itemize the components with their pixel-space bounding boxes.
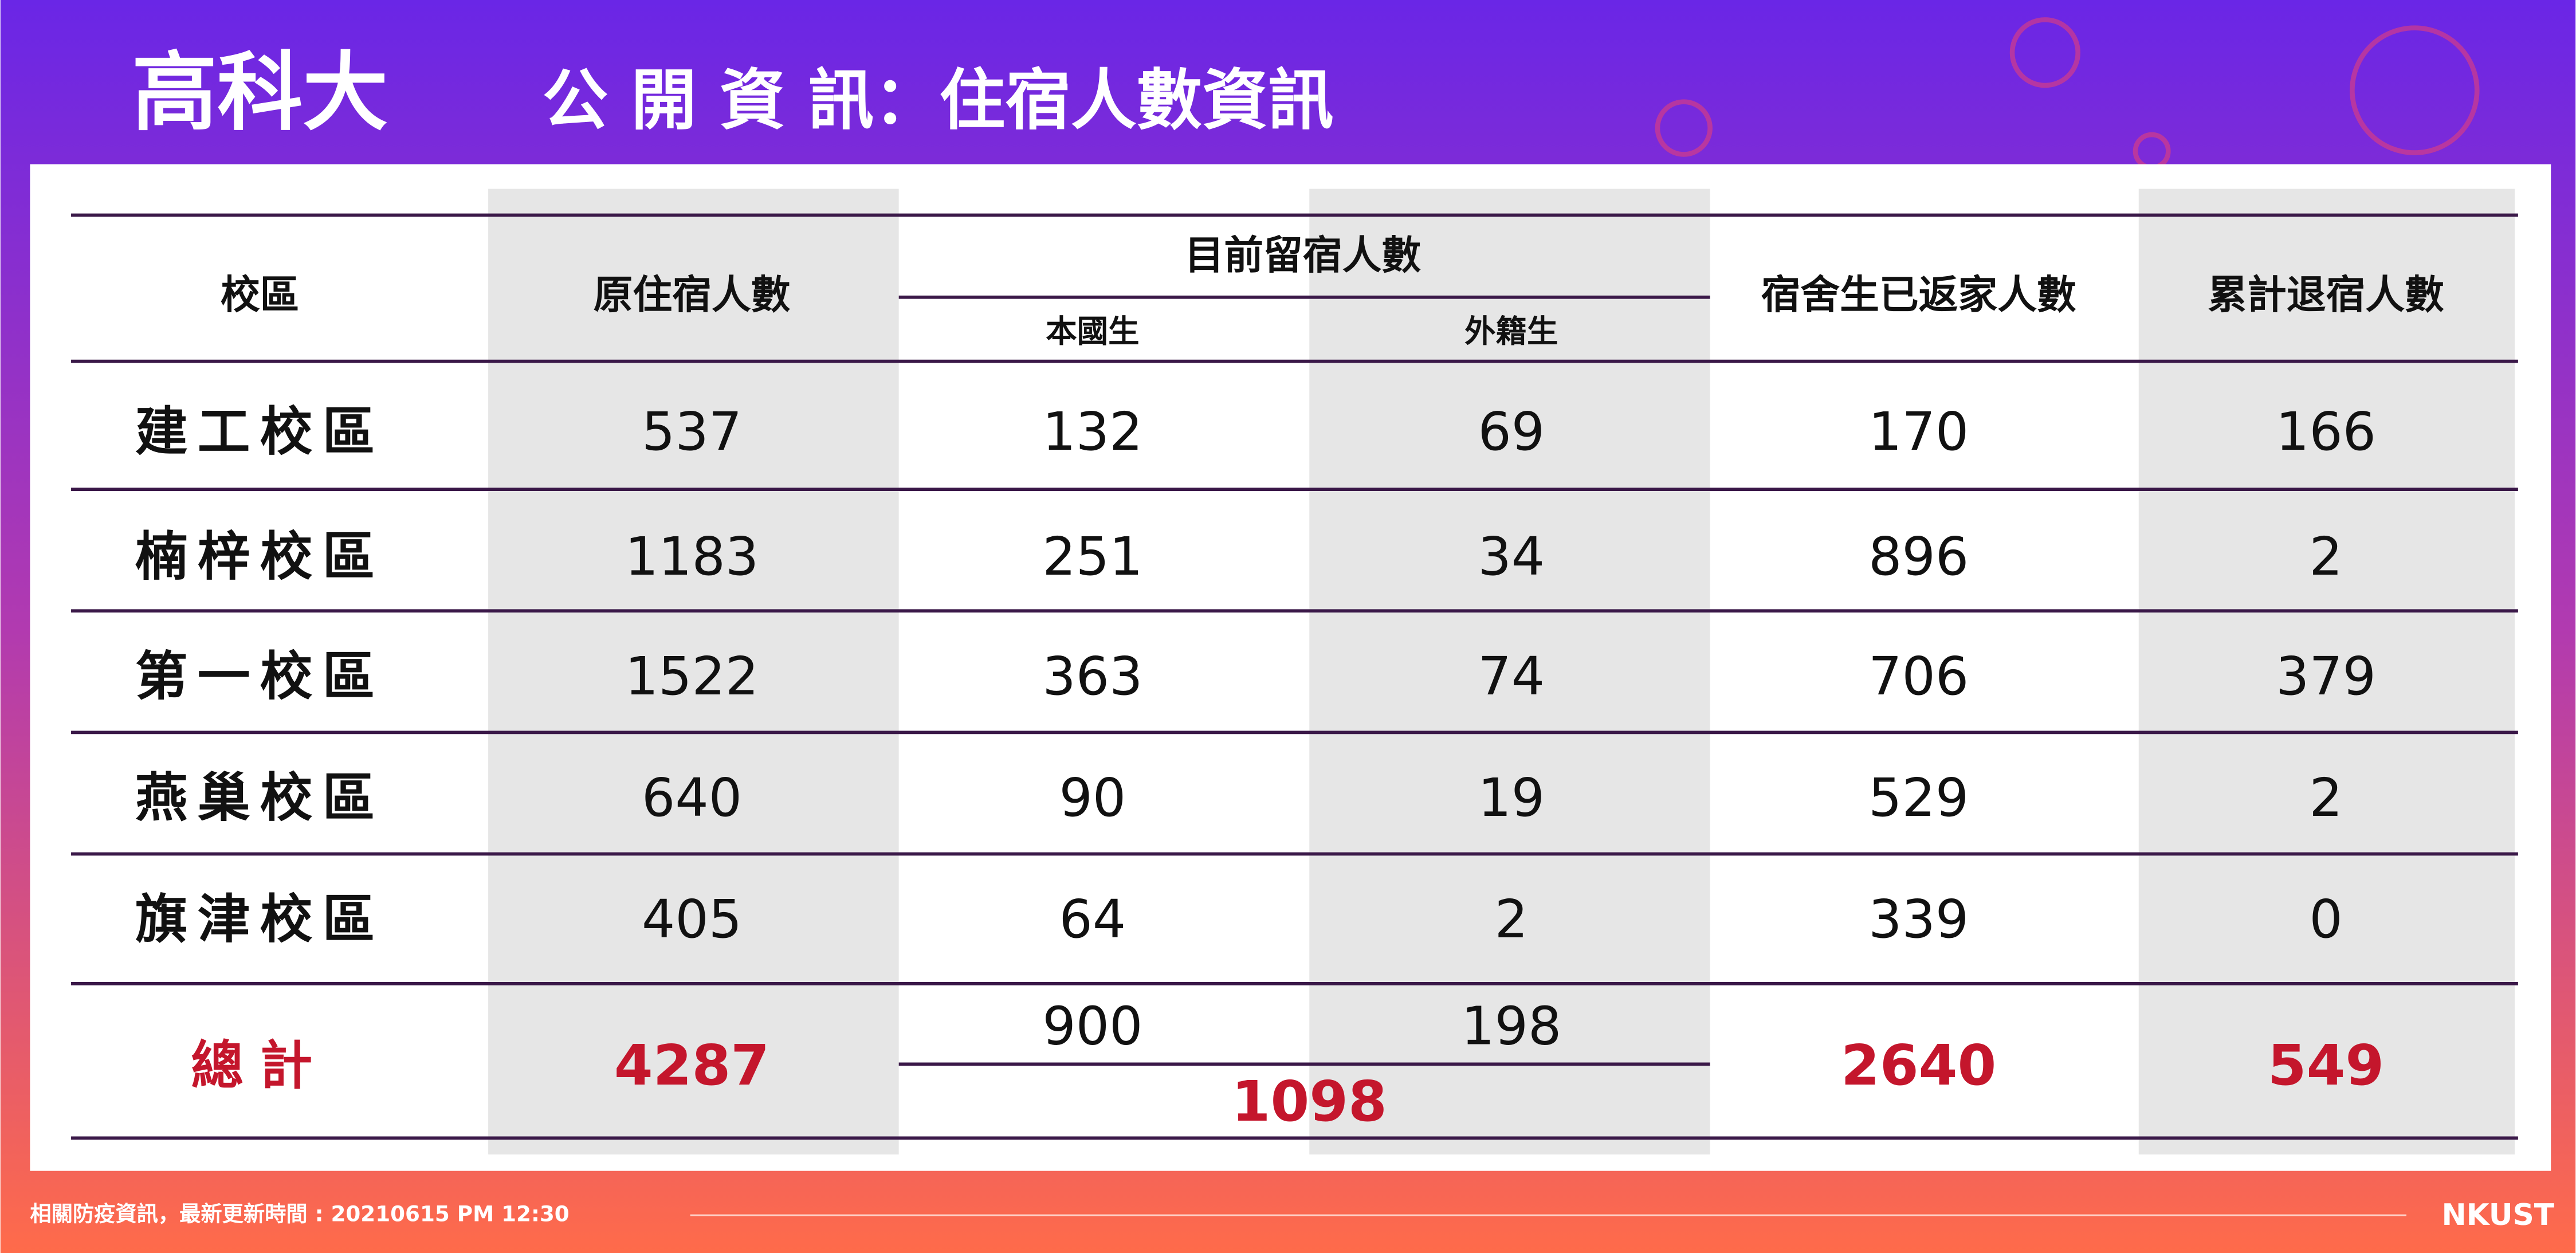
cell: 640: [642, 767, 742, 828]
cell: 19: [1478, 767, 1545, 828]
cell: 90: [1059, 767, 1126, 828]
cell: 706: [1868, 646, 1969, 707]
cell: 本國生: [1046, 313, 1139, 349]
cell: 74: [1478, 646, 1545, 707]
column-shade: [1309, 188, 1710, 1155]
cell: 198: [1461, 996, 1561, 1057]
cell: 251: [1042, 526, 1142, 587]
cell: 1098: [1232, 1069, 1387, 1134]
cell: 64: [1059, 889, 1126, 950]
cell: 537: [642, 401, 742, 462]
cell: 第一校區: [135, 646, 385, 707]
cell: 燕巢校區: [135, 767, 385, 828]
cell: 170: [1868, 401, 1969, 462]
cell: 549: [2268, 1033, 2384, 1098]
cell: 1183: [625, 526, 759, 587]
cell: 379: [2276, 646, 2376, 707]
cell: 900: [1042, 996, 1142, 1057]
cell: 楠梓校區: [135, 526, 385, 587]
cell: 目前留宿人數: [1184, 233, 1421, 278]
cell: 原住宿人數: [594, 272, 791, 318]
decoration: [1655, 17, 2480, 170]
cell: 69: [1478, 401, 1545, 462]
cell: 校區: [221, 272, 300, 318]
cell: 896: [1868, 526, 1969, 587]
cell: 2640: [1841, 1033, 1996, 1098]
cell: 2: [2309, 526, 2342, 587]
cell: 405: [642, 889, 742, 950]
column-shade: [488, 188, 899, 1155]
cell: 宿舍生已返家人數: [1761, 272, 2076, 318]
cell: 132: [1042, 401, 1142, 462]
cell: 外籍生: [1464, 313, 1558, 349]
column-shade: [2138, 188, 2515, 1155]
cell: 2: [1495, 889, 1528, 950]
cell: 363: [1042, 646, 1142, 707]
cell: 0: [2309, 889, 2342, 950]
title-main: 高科大: [132, 44, 388, 143]
cell: 4287: [614, 1033, 769, 1098]
cell: 累計退宿人數: [2208, 272, 2444, 318]
cell: 建工校區: [135, 401, 385, 462]
cell: 總計: [191, 1035, 329, 1096]
cell: 166: [2276, 401, 2376, 462]
title-sub: 公 開 資 訊：住宿人數資訊: [543, 63, 1334, 139]
footer-text: 相關防疫資訊，最新更新時間 : 20210615 PM 12:30: [30, 1201, 569, 1227]
cell: 旗津校區: [135, 889, 385, 950]
cell: 2: [2309, 767, 2342, 828]
panel: [30, 164, 2551, 1171]
footer-logo: NKUST: [2441, 1198, 2554, 1232]
cell: 339: [1868, 889, 1969, 950]
cell: 1522: [625, 646, 759, 707]
cell: 34: [1478, 526, 1545, 587]
cell: 529: [1868, 767, 1969, 828]
